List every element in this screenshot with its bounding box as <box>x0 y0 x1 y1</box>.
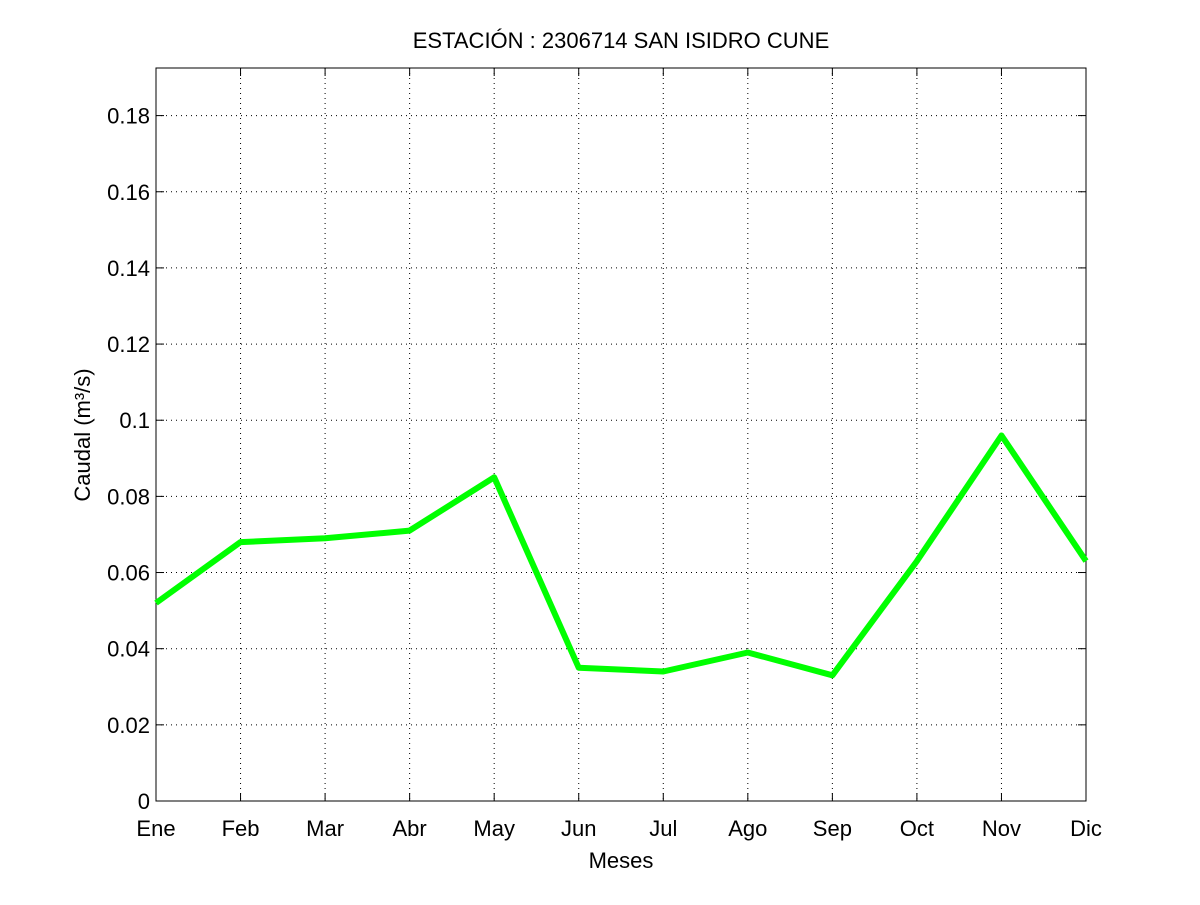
x-tick-label: Nov <box>982 816 1021 841</box>
x-tick-label: Abr <box>393 816 427 841</box>
y-tick-labels: 0 0.02 0.04 0.06 0.08 0.1 0.12 0.14 0.16 0.18 <box>107 104 150 814</box>
x-tick-label: May <box>473 816 515 841</box>
y-tick-label: 0.08 <box>107 484 150 509</box>
x-tick-label: Sep <box>813 816 852 841</box>
y-tick-label: 0.14 <box>107 256 150 281</box>
x-tick-label: Oct <box>900 816 934 841</box>
x-tick-labels: Ene Feb Mar Abr May Jun Jul Ago Sep Oct Nov Dic <box>136 816 1101 841</box>
y-tick-label: 0.04 <box>107 637 150 662</box>
y-tick-label: 0.12 <box>107 332 150 357</box>
y-tick-label: 0.1 <box>119 408 150 433</box>
x-tick-label: Jun <box>561 816 596 841</box>
y-tick-label: 0.18 <box>107 104 150 129</box>
y-tick-label: 0.16 <box>107 180 150 205</box>
y-tick-label: 0 <box>138 789 150 814</box>
x-tick-label: Dic <box>1070 816 1102 841</box>
series-line <box>156 436 1086 676</box>
x-tick-label: Feb <box>222 816 260 841</box>
tick-layer <box>156 68 1086 801</box>
y-axis-title: Caudal (m³/s) <box>70 368 95 501</box>
x-tick-label: Ene <box>136 816 175 841</box>
series-layer <box>156 435 1086 675</box>
x-tick-label: Ago <box>728 816 767 841</box>
y-tick-label: 0.06 <box>107 561 150 586</box>
grid-layer <box>156 68 1086 801</box>
x-axis-title: Meses <box>589 848 654 873</box>
x-tick-label: Mar <box>306 816 344 841</box>
y-tick-label: 0.02 <box>107 713 150 738</box>
chart-title: ESTACIÓN : 2306714 SAN ISIDRO CUNE <box>413 28 830 53</box>
plot-frame <box>156 68 1086 801</box>
x-tick-label: Jul <box>649 816 677 841</box>
